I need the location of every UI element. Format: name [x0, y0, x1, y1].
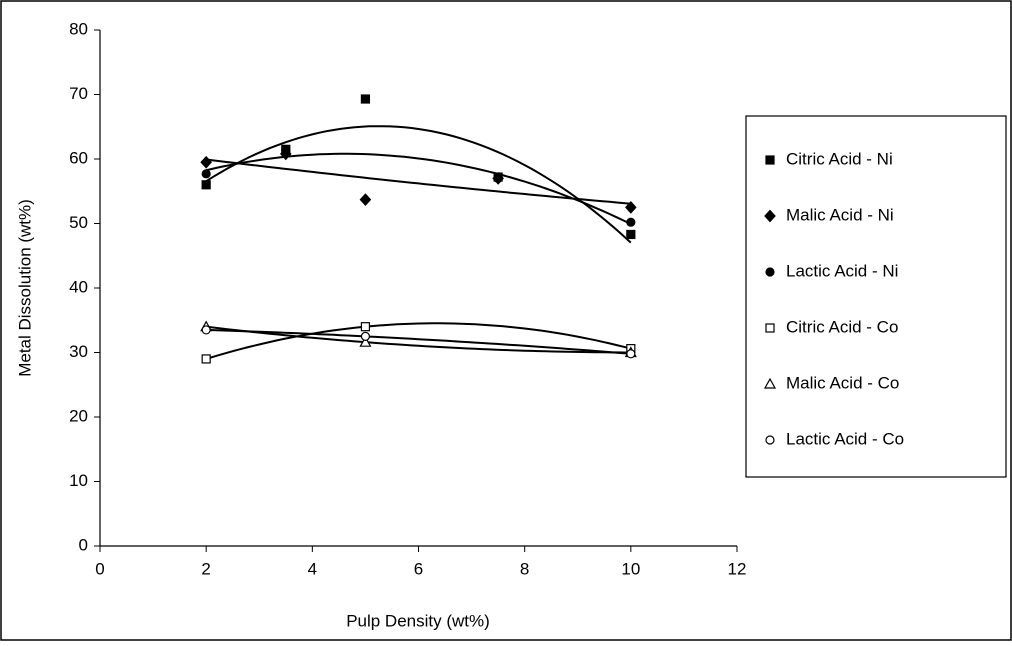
marker	[625, 200, 637, 214]
marker	[201, 354, 211, 364]
x-tick-label: 8	[520, 559, 529, 578]
y-tick-label: 50	[69, 213, 88, 232]
trendline	[205, 152, 632, 225]
legend-label: Citric Acid - Co	[786, 317, 898, 336]
x-tick-label: 2	[201, 559, 210, 578]
marker	[201, 169, 211, 179]
legend-label: Malic Acid - Co	[786, 373, 899, 392]
y-tick-label: 30	[69, 342, 88, 361]
trendline	[205, 322, 632, 360]
marker	[360, 322, 371, 332]
marker	[360, 331, 371, 341]
x-tick-label: 6	[414, 559, 423, 578]
trendline	[206, 158, 631, 205]
x-tick-label: 0	[95, 559, 104, 578]
y-tick-label: 70	[69, 84, 88, 103]
x-tick-label: 12	[728, 559, 747, 578]
marker	[201, 325, 211, 335]
legend-label: Lactic Acid - Co	[786, 429, 904, 448]
marker	[765, 435, 775, 445]
y-tick-label: 20	[69, 406, 88, 425]
y-tick-label: 0	[79, 535, 88, 554]
trendline	[206, 325, 631, 354]
marker	[626, 229, 636, 240]
marker	[763, 377, 777, 389]
marker	[359, 335, 372, 347]
legend-box	[745, 115, 1007, 478]
marker	[764, 209, 776, 223]
trendline	[206, 328, 631, 355]
y-axis-title: Metal Dissolution (wt%)	[15, 199, 34, 377]
marker	[360, 94, 371, 104]
marker	[493, 173, 503, 183]
x-tick-label: 4	[308, 559, 317, 578]
y-tick-label: 60	[69, 148, 88, 167]
y-tick-label: 80	[69, 19, 88, 38]
legend-label: Malic Acid - Ni	[786, 205, 894, 224]
marker	[626, 217, 636, 227]
trendline	[205, 125, 632, 244]
x-tick-label: 10	[621, 559, 640, 578]
marker	[200, 155, 212, 169]
marker	[201, 180, 211, 190]
marker	[765, 155, 775, 165]
marker	[765, 323, 775, 333]
y-tick-label: 10	[69, 471, 88, 490]
legend-label: Lactic Acid - Ni	[786, 261, 898, 280]
y-tick-label: 40	[69, 277, 88, 296]
x-axis-title: Pulp Density (wt%)	[346, 611, 490, 630]
legend-label: Citric Acid - Ni	[786, 149, 893, 168]
marker	[626, 349, 636, 359]
marker	[281, 146, 291, 156]
marker	[359, 193, 372, 207]
marker	[765, 267, 775, 277]
